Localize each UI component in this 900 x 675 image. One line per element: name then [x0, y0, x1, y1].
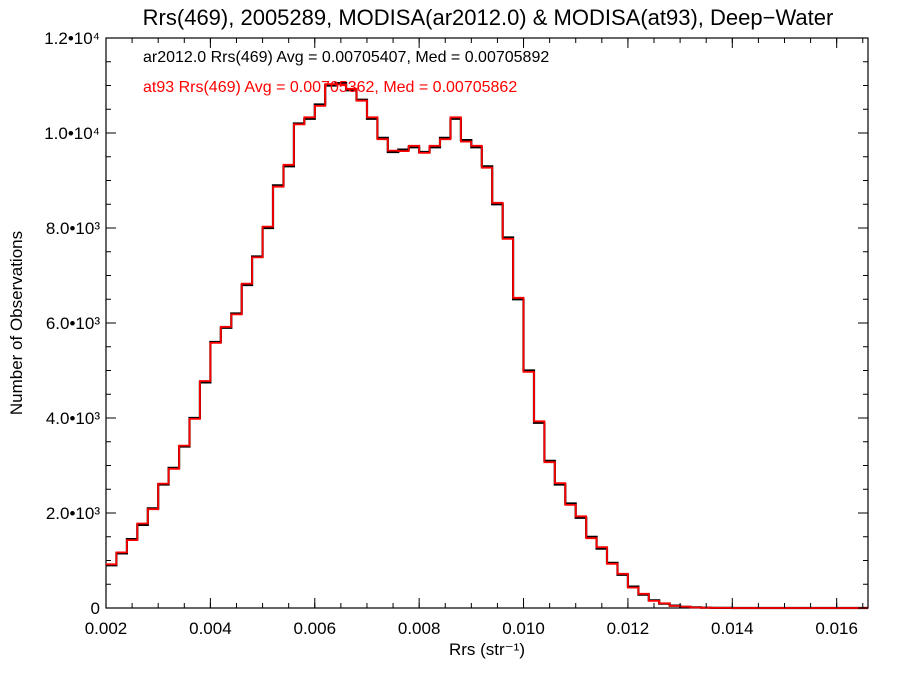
series-line-2: [106, 83, 868, 609]
plot-frame: [105, 37, 869, 609]
y-tick-label: 6.0•10³: [46, 314, 100, 333]
x-tick-label: 0.008: [398, 619, 441, 638]
y-tick-label: 4.0•10³: [46, 409, 100, 428]
x-tick-label: 0.014: [711, 619, 754, 638]
y-tick-label: 2.0•10³: [46, 504, 100, 523]
x-tick-label: 0.006: [293, 619, 336, 638]
x-tick-label: 0.016: [815, 619, 858, 638]
y-tick-label: 1.2•10⁴: [44, 29, 100, 48]
y-tick-label: 8.0•10³: [46, 219, 100, 238]
y-tick-label: 0: [91, 599, 100, 618]
series-layer: [106, 82, 868, 610]
x-axis-label: Rrs (str⁻¹): [449, 640, 525, 659]
series-line-1: [106, 82, 868, 610]
legend-entry-ar2012: ar2012.0 Rrs(469) Avg = 0.00705407, Med …: [143, 49, 549, 66]
chart-title: Rrs(469), 2005289, MODISA(ar2012.0) & MO…: [143, 5, 834, 30]
x-tick-label: 0.004: [189, 619, 232, 638]
x-tick-label: 0.002: [85, 619, 128, 638]
x-tick-label: 0.012: [607, 619, 650, 638]
x-axis-ticks: 0.002 0.004 0.006 0.008 0.010 0.012 0.014 0.016: [85, 38, 864, 638]
y-axis-label: Number of Observations: [7, 231, 26, 415]
y-tick-label: 1.0•10⁴: [44, 124, 100, 143]
x-tick-label: 0.010: [502, 619, 545, 638]
y-axis-ticks: 0 2.0•10³ 4.0•10³ 6.0•10³ 8.0•10³ 1.0•10⁴ 1.2•…: [44, 29, 868, 618]
legend-entry-at93: at93 Rrs(469) Avg = 0.00705362, Med = 0.…: [143, 79, 517, 96]
